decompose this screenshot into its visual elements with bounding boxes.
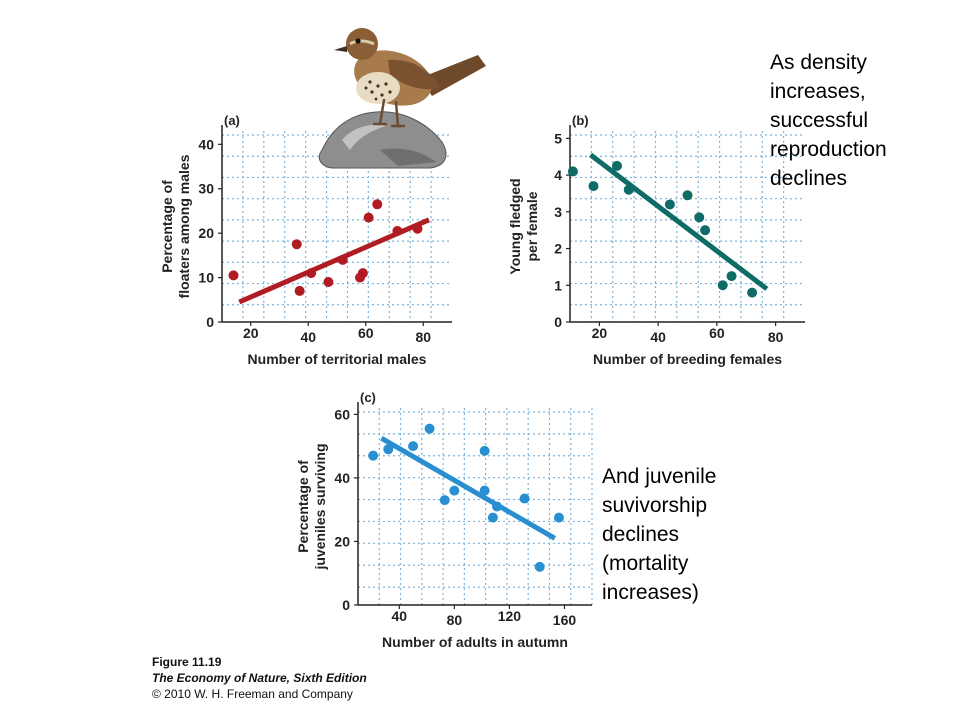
data-point bbox=[479, 485, 490, 496]
data-point bbox=[492, 501, 503, 512]
chart-panel-a: 0 10 20 30 40 20 40 60 80 (a) Number of territoria… bbox=[159, 113, 452, 367]
y-tick-label: 1 bbox=[554, 277, 562, 293]
chart-panel-c: 0 20 40 60 40 80 120 160 (c) Number of adults in … bbox=[295, 390, 593, 650]
x-tick-label: 80 bbox=[768, 329, 784, 345]
y-tick-label: 0 bbox=[554, 314, 562, 330]
y-tick-label: 20 bbox=[198, 225, 214, 241]
x-tick-label: 20 bbox=[592, 325, 608, 341]
data-point bbox=[479, 445, 490, 456]
data-point bbox=[291, 239, 302, 250]
trend-line bbox=[380, 436, 557, 541]
data-point bbox=[694, 212, 705, 223]
panel-label: (c) bbox=[360, 390, 376, 405]
data-point bbox=[228, 270, 239, 281]
panel-label: (b) bbox=[572, 113, 589, 128]
y-tick-label: 4 bbox=[554, 167, 562, 183]
data-point bbox=[294, 285, 305, 296]
bird-face-stripe bbox=[349, 39, 375, 46]
data-point bbox=[412, 223, 423, 234]
y-tick-label: 0 bbox=[342, 597, 350, 613]
data-point bbox=[323, 277, 334, 288]
data-point bbox=[747, 287, 758, 298]
data-point bbox=[449, 485, 460, 496]
data-point bbox=[357, 268, 368, 279]
data-point bbox=[487, 512, 498, 523]
data-point bbox=[588, 181, 599, 192]
breast-streaks bbox=[364, 80, 392, 101]
data-point bbox=[408, 441, 419, 452]
data-point bbox=[337, 254, 348, 265]
x-tick-label: 40 bbox=[300, 329, 316, 345]
data-point bbox=[368, 450, 379, 461]
y-axis-label: Percentage ofjuveniles surviving bbox=[295, 443, 328, 570]
bird-legs bbox=[372, 98, 406, 128]
book-title: The Economy of Nature, Sixth Edition bbox=[152, 671, 367, 685]
x-axis-label: Number of breeding females bbox=[593, 351, 782, 367]
data-point bbox=[553, 512, 564, 523]
y-tick-label: 10 bbox=[198, 270, 214, 286]
data-point bbox=[372, 199, 383, 210]
bird-beak bbox=[334, 46, 347, 52]
y-tick-label: 20 bbox=[334, 533, 350, 549]
data-point bbox=[612, 160, 622, 171]
x-tick-label: 40 bbox=[392, 608, 408, 624]
figure-number: Figure 11.19 bbox=[152, 655, 222, 669]
trend-line bbox=[589, 152, 769, 291]
x-tick-label: 80 bbox=[447, 612, 463, 628]
x-tick-label: 20 bbox=[243, 325, 259, 341]
data-point bbox=[682, 190, 693, 201]
bird-head bbox=[346, 28, 378, 60]
y-tick-label: 30 bbox=[198, 181, 214, 197]
data-point bbox=[306, 268, 317, 279]
data-point bbox=[726, 271, 737, 282]
x-axis-label: Number of adults in autumn bbox=[382, 634, 568, 650]
y-tick-label: 40 bbox=[334, 470, 350, 486]
annotation-reproduction: As density increases, successful reprodu… bbox=[770, 51, 887, 190]
x-tick-label: 160 bbox=[553, 612, 577, 628]
data-point bbox=[363, 212, 374, 223]
data-point bbox=[519, 493, 530, 504]
y-tick-label: 3 bbox=[554, 204, 562, 220]
panel-label: (a) bbox=[224, 113, 240, 128]
data-point bbox=[623, 184, 634, 195]
copyright-line: © 2010 W. H. Freeman and Company bbox=[152, 687, 353, 701]
y-tick-label: 5 bbox=[554, 130, 562, 146]
chart-panel-b: 0 1 2 3 4 5 20 40 60 80 (b) Number of breeding fema… bbox=[507, 113, 805, 367]
rock-shadow bbox=[380, 148, 436, 166]
rock-highlight bbox=[342, 124, 386, 150]
data-point bbox=[717, 280, 728, 291]
bird-breast bbox=[356, 72, 400, 104]
annotation-juvenile-survival: And juvenile suvivorship declines (morta… bbox=[602, 465, 717, 604]
data-point bbox=[424, 423, 435, 434]
bird-eye bbox=[355, 38, 361, 44]
x-tick-label: 80 bbox=[415, 329, 431, 345]
data-point bbox=[700, 225, 711, 236]
bird-wing bbox=[388, 59, 440, 90]
data-point bbox=[664, 199, 675, 210]
y-tick-label: 0 bbox=[206, 314, 214, 330]
data-point bbox=[567, 166, 578, 177]
y-tick-label: 60 bbox=[334, 406, 350, 422]
y-axis-label: Percentage offloaters among males bbox=[159, 154, 192, 298]
data-point bbox=[534, 561, 545, 572]
x-axis-label: Number of territorial males bbox=[248, 351, 427, 367]
x-tick-label: 40 bbox=[650, 329, 666, 345]
data-point bbox=[439, 495, 450, 506]
x-tick-label: 120 bbox=[498, 608, 522, 624]
song-sparrow-illustration bbox=[318, 28, 486, 169]
x-tick-label: 60 bbox=[709, 325, 725, 341]
data-point bbox=[392, 225, 403, 236]
y-tick-label: 40 bbox=[198, 136, 214, 152]
data-point bbox=[383, 444, 394, 455]
y-tick-label: 2 bbox=[554, 241, 562, 257]
y-axis-label: Young fledgedper female bbox=[507, 178, 540, 274]
figure-credit: Figure 11.19 The Economy of Nature, Sixt… bbox=[152, 654, 367, 702]
x-tick-label: 60 bbox=[358, 325, 374, 341]
